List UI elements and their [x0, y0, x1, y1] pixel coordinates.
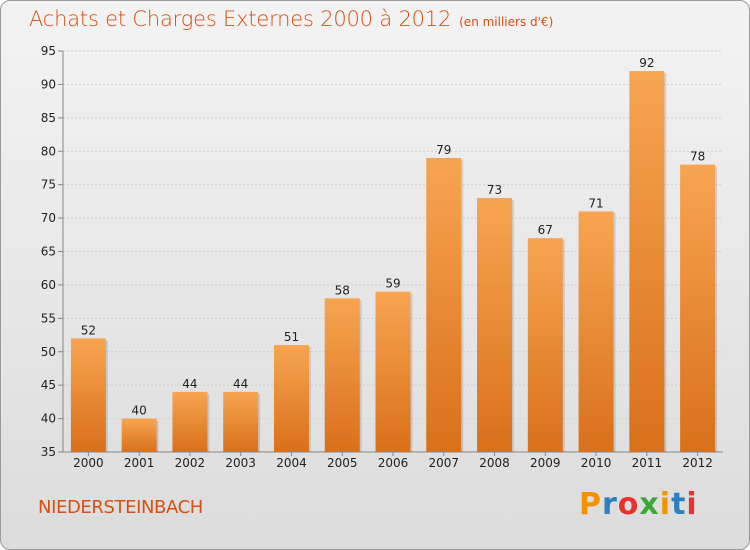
logo-letter: o: [617, 487, 640, 522]
data-label: 40: [132, 404, 147, 418]
bar: [527, 238, 563, 452]
y-tick-label: 45: [41, 378, 56, 392]
title-subtitle: (en milliers d'€): [459, 15, 554, 29]
data-label: 71: [588, 196, 603, 210]
bar: [680, 164, 716, 452]
y-tick-label: 35: [41, 445, 56, 459]
commune-name: NIEDERSTEINBACH: [38, 497, 203, 518]
y-tick-label: 40: [41, 412, 56, 426]
x-tick-label: 2010: [581, 456, 612, 470]
chart-title: Achats et Charges Externes 2000 à 2012 (e…: [29, 7, 553, 31]
data-label: 92: [639, 56, 654, 70]
data-label: 67: [538, 223, 553, 237]
data-labels: 52 40 44 44 51 58 59 79 73 67 71 92 78: [81, 56, 706, 418]
x-tick-label: 2000: [73, 456, 104, 470]
data-label: 44: [233, 377, 248, 391]
y-tick-label: 60: [41, 278, 56, 292]
logo-letter: x: [639, 487, 660, 522]
data-label: 59: [385, 277, 400, 291]
y-tick-label: 70: [41, 211, 56, 225]
logo-letter: i: [686, 487, 698, 522]
proxiti-logo[interactable]: Proxiti: [579, 487, 698, 522]
bar: [578, 211, 614, 452]
data-label: 79: [436, 143, 451, 157]
bar: [172, 391, 208, 452]
data-label: 51: [284, 330, 299, 344]
logo-letter: r: [602, 487, 618, 522]
data-label: 44: [182, 377, 197, 391]
x-tick-label: 2012: [682, 456, 713, 470]
logo-letter: P: [579, 487, 602, 522]
bar: [426, 157, 462, 452]
x-tick-label: 2004: [276, 456, 307, 470]
x-tick-label: 2008: [479, 456, 510, 470]
x-tick-label: 2002: [175, 456, 206, 470]
bar: [273, 345, 309, 452]
y-tick-label: 55: [41, 311, 56, 325]
bar: [375, 291, 411, 452]
x-tick-label: 2007: [428, 456, 459, 470]
logo-letter: t: [671, 487, 687, 522]
bar: [223, 391, 259, 452]
y-tick-label: 90: [41, 77, 56, 91]
bar: [629, 71, 665, 453]
x-tick-label: 2001: [124, 456, 155, 470]
bars: [70, 71, 718, 453]
y-tick-label: 80: [41, 144, 56, 158]
data-label: 73: [487, 183, 502, 197]
y-tick-label: 65: [41, 245, 56, 259]
x-tick-label: 2011: [632, 456, 663, 470]
bar: [70, 338, 106, 452]
data-label: 58: [335, 283, 350, 297]
y-tick-label: 75: [41, 178, 56, 192]
y-tick-label: 50: [41, 345, 56, 359]
data-label: 78: [690, 150, 705, 164]
logo-letter: i: [659, 487, 672, 522]
bar: [477, 198, 513, 452]
x-tick-label: 2009: [530, 456, 561, 470]
y-tick-label: 85: [41, 111, 56, 125]
x-tick-label: 2005: [327, 456, 358, 470]
title-main: Achats et Charges Externes 2000 à 2012: [29, 7, 452, 31]
bar: [121, 418, 157, 452]
bar: [324, 298, 360, 452]
y-tick-label: 95: [41, 44, 56, 58]
x-tick-label: 2006: [378, 456, 409, 470]
data-label: 52: [81, 323, 96, 337]
x-tick-label: 2003: [225, 456, 256, 470]
